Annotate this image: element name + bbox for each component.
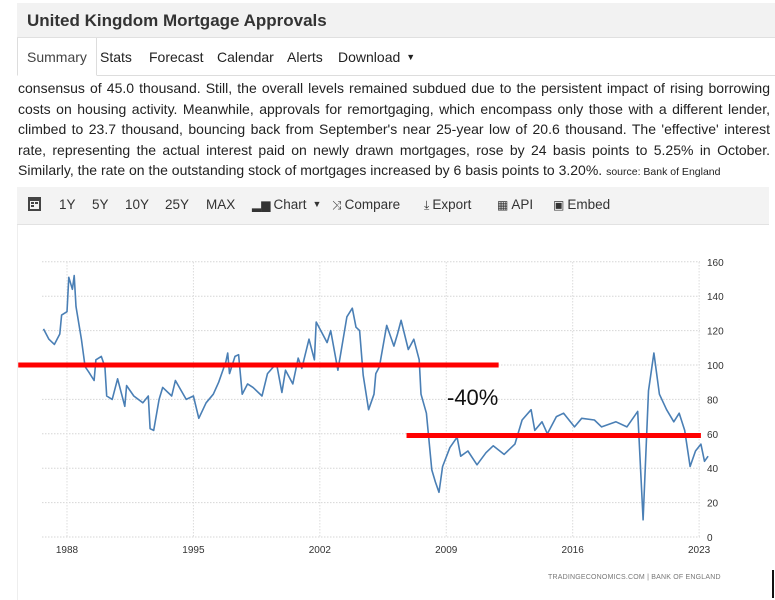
chart-type-button[interactable]: ▂▆ Chart ▼ <box>252 197 321 212</box>
x-tick-label: 2023 <box>688 545 711 556</box>
embed-button[interactable]: ▣ Embed <box>553 197 610 212</box>
x-tick-label: 2009 <box>435 545 458 556</box>
y-tick-label: 60 <box>707 430 719 441</box>
download-icon: ⤓ <box>424 198 430 212</box>
summary-text: consensus of 45.0 thousand. Still, the o… <box>18 78 770 183</box>
export-label: Export <box>432 197 472 212</box>
source-note: source: Bank of England <box>606 166 721 179</box>
series-line <box>42 274 709 521</box>
y-tick-label: 20 <box>707 499 719 510</box>
tab-download[interactable]: Download ▼ <box>338 38 415 75</box>
x-tick-label: 1988 <box>56 545 79 556</box>
caret-down-icon: ▼ <box>312 199 322 209</box>
x-tick-label: 1995 <box>182 545 205 556</box>
api-button[interactable]: ▦ API <box>497 197 533 212</box>
y-tick-label: 160 <box>707 258 724 269</box>
calendar-icon[interactable] <box>27 196 42 215</box>
range-25y-button[interactable]: 25Y <box>165 197 190 212</box>
download-label: Download <box>338 49 401 65</box>
x-tick-label: 2002 <box>309 545 332 556</box>
tab-alerts[interactable]: Alerts <box>287 49 323 65</box>
page-header: United Kingdom Mortgage Approvals <box>17 3 775 38</box>
tab-bar: Summary Stats Forecast Calendar Alerts D… <box>17 38 775 76</box>
y-tick-label: 120 <box>707 327 724 338</box>
y-tick-label: 40 <box>707 464 719 475</box>
y-tick-label: 80 <box>707 395 719 406</box>
tab-stats[interactable]: Stats <box>100 49 132 65</box>
compare-label: Compare <box>344 197 401 212</box>
embed-label: Embed <box>567 197 611 212</box>
range-5y-button[interactable]: 5Y <box>92 197 109 212</box>
compare-button[interactable]: ⤨ Compare <box>332 197 400 213</box>
bar-chart-icon: ▂▆ <box>252 198 271 212</box>
y-tick-label: 0 <box>707 533 713 544</box>
chart-type-label: Chart <box>273 197 307 212</box>
chart-footer: TRADINGECONOMICS.COM | BANK OF ENGLAND <box>548 574 721 581</box>
tab-summary[interactable]: Summary <box>17 38 97 76</box>
tab-calendar[interactable]: Calendar <box>217 49 274 65</box>
page-title: United Kingdom Mortgage Approvals <box>27 11 327 30</box>
chart-toolbar: 1Y 5Y 10Y 25Y MAX ▂▆ Chart ▼ ⤨ Compare ⤓ Exp… <box>17 187 769 225</box>
x-tick-label: 2016 <box>562 545 585 556</box>
chart-area <box>17 225 770 600</box>
grid-icon: ▦ <box>497 198 509 212</box>
text-cursor <box>772 570 774 598</box>
y-tick-label: 140 <box>707 292 724 303</box>
api-label: API <box>511 197 534 212</box>
y-tick-label: 100 <box>707 361 724 372</box>
tab-forecast[interactable]: Forecast <box>149 49 204 65</box>
range-1y-button[interactable]: 1Y <box>59 197 76 212</box>
shuffle-icon: ⤨ <box>332 198 342 212</box>
range-max-button[interactable]: MAX <box>206 197 236 212</box>
summary-body: consensus of 45.0 thousand. Still, the o… <box>18 80 770 179</box>
range-10y-button[interactable]: 10Y <box>125 197 150 212</box>
export-button[interactable]: ⤓ Export <box>424 197 471 213</box>
caret-down-icon: ▼ <box>406 52 416 62</box>
image-icon: ▣ <box>553 198 565 212</box>
annotation-label: -40% <box>447 385 498 410</box>
